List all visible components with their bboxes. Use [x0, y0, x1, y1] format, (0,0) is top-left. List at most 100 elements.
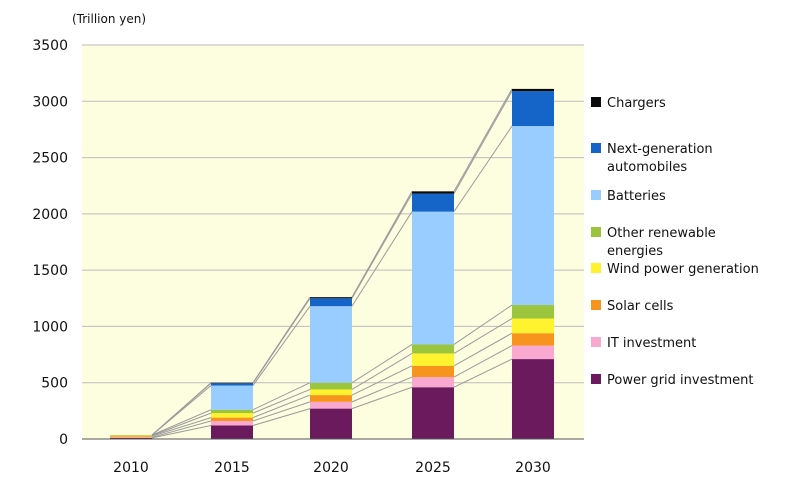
bar-segment [310, 306, 352, 383]
x-tick-label: 2020 [313, 460, 349, 476]
legend-swatch [591, 337, 601, 347]
legend-label: Next-generation [607, 142, 713, 157]
bar-segment [310, 401, 352, 409]
legend: Chargers Next-generation automobiles Batter… [591, 96, 759, 388]
bar-segment [310, 408, 352, 439]
bar-segment [512, 91, 554, 127]
bar-segment [512, 345, 554, 360]
bar-segment [110, 437, 152, 439]
connector-line [351, 191, 413, 298]
x-tick-label: 2010 [113, 460, 149, 476]
connector-line [151, 409, 212, 436]
bars [110, 88, 554, 439]
bar-segment [110, 436, 152, 438]
bar-segment [512, 333, 554, 346]
connector-line [453, 318, 513, 354]
y-tick-label: 2000 [32, 207, 68, 223]
connector-line [351, 376, 413, 403]
bar-segment [211, 382, 253, 384]
legend-label: Solar cells [607, 299, 674, 314]
connector-line [151, 420, 212, 438]
y-tick-label: 0 [59, 432, 68, 448]
connector-line [351, 386, 413, 410]
bar-segment [110, 435, 152, 436]
bar-segment [512, 318, 554, 334]
x-tick-label: 2030 [515, 460, 551, 476]
connector-line [351, 365, 413, 396]
legend-swatch [591, 227, 601, 237]
bar-segment [512, 88, 554, 92]
connector-line [252, 305, 311, 386]
connector-line [453, 304, 513, 345]
bar-segment [211, 385, 253, 410]
y-tick-labels: 0 500 1000 1500 2000 2500 3000 3500 [32, 38, 68, 448]
connector-line [453, 345, 513, 378]
x-tick-labels: 2010 2015 2020 2025 2030 [113, 460, 551, 476]
connector-line [351, 344, 413, 384]
legend-swatch [591, 263, 601, 273]
bar-segment [412, 365, 454, 378]
legend-swatch [591, 190, 601, 200]
y-tick-label: 500 [41, 376, 68, 392]
bar-segment [310, 389, 352, 396]
connector-line [252, 408, 311, 426]
legend-swatch [591, 300, 601, 310]
legend-swatch [591, 97, 601, 107]
connector-line [252, 394, 311, 419]
bar-segment [310, 297, 352, 299]
x-tick-label: 2025 [415, 460, 451, 476]
bar-segment [110, 437, 152, 438]
legend-label: automobiles [607, 160, 687, 175]
connector-lines [151, 88, 513, 439]
bar-segment [412, 193, 454, 212]
bar-segment [412, 353, 454, 366]
connector-line [151, 412, 212, 437]
y-tick-label: 2500 [32, 151, 68, 167]
legend-label: Chargers [607, 96, 666, 111]
connector-line [351, 353, 413, 390]
connector-line [351, 193, 413, 299]
bar-segment [211, 413, 253, 418]
y-tick-label: 1000 [32, 319, 68, 335]
connector-line [151, 425, 212, 439]
connector-line [453, 125, 513, 212]
connector-line [151, 417, 212, 437]
bar-segment [211, 425, 253, 439]
bar-segment [211, 420, 253, 426]
bar-segment [310, 395, 352, 402]
bar-segment [412, 191, 454, 194]
connector-line [351, 211, 413, 307]
bar-segment [412, 211, 454, 345]
unit-label: (Trillion yen) [72, 12, 146, 26]
legend-label: Wind power generation [607, 262, 759, 277]
y-tick-label: 3000 [32, 94, 68, 110]
y-tick-label: 1500 [32, 263, 68, 279]
bar-segment [512, 126, 554, 306]
connector-line [453, 90, 513, 194]
bar-segment [512, 359, 554, 439]
legend-swatch [591, 143, 601, 153]
connector-line [151, 382, 212, 436]
connector-line [252, 382, 311, 411]
bar-segment [412, 377, 454, 388]
bar-segment [512, 305, 554, 319]
bar-segment [310, 382, 352, 390]
bar-segment [211, 383, 253, 386]
connector-line [453, 332, 513, 367]
legend-label: Other renewable [607, 226, 716, 241]
legend-label: energies [607, 244, 663, 259]
connector-line [252, 296, 311, 383]
bar-segment [412, 387, 454, 439]
connector-line [252, 401, 311, 422]
bar-segment [211, 409, 253, 414]
connector-line [252, 389, 311, 414]
y-tick-label: 3500 [32, 38, 68, 54]
connector-line [453, 88, 513, 192]
x-tick-label: 2015 [214, 460, 250, 476]
bar-segment [412, 344, 454, 354]
legend-label: Power grid investment [607, 373, 753, 388]
legend-label: Batteries [607, 189, 666, 204]
bar-segment [211, 417, 253, 421]
